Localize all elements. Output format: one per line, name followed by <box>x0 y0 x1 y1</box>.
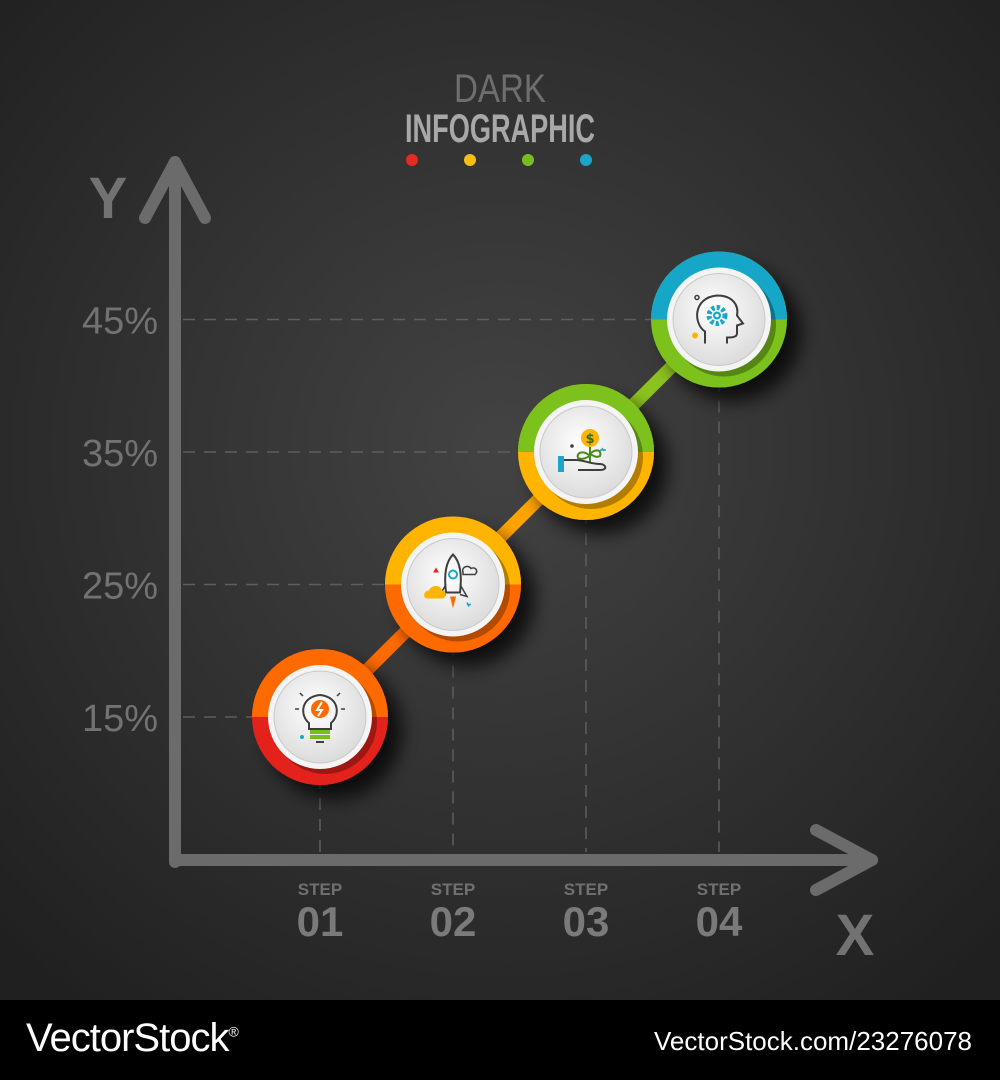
data-point-marker <box>651 251 787 388</box>
palette-dot <box>522 154 534 166</box>
footer-image-id: VectorStock.com/23276078 <box>654 1026 972 1056</box>
gridlines <box>183 318 720 852</box>
palette-dot <box>406 154 418 166</box>
footer-brand-text: VectorStock <box>26 1016 229 1060</box>
y-tick-label: 45% <box>82 301 158 343</box>
x-tick-step: STEP <box>431 880 475 899</box>
title-line-1: DARK <box>454 67 546 111</box>
chart: DARK INFOGRAPHIC Y X 15%25%35%45% STEP01… <box>0 0 1000 1000</box>
marker-face <box>406 538 500 631</box>
data-point-marker: $ <box>518 384 654 520</box>
x-tick-number: 01 <box>297 898 344 945</box>
palette-dots <box>406 154 592 166</box>
marker-face <box>539 405 633 499</box>
money-plant-icon: $ <box>558 429 607 472</box>
marker-face <box>672 273 766 366</box>
x-tick-number: 04 <box>696 898 743 945</box>
data-point-marker <box>385 516 521 653</box>
y-axis-label: Y <box>89 166 128 231</box>
footer-brand-mark: ® <box>228 1023 238 1040</box>
x-tick-step: STEP <box>697 880 741 899</box>
lightbulb-icon <box>295 692 345 743</box>
rocket-icon <box>424 553 478 609</box>
head-gear-icon <box>692 294 745 344</box>
palette-dot <box>464 154 476 166</box>
title-line-2: INFOGRAPHIC <box>405 107 595 151</box>
x-tick-step: STEP <box>564 880 608 899</box>
data-point-marker <box>252 649 388 785</box>
footer-brand: VectorStock® <box>26 1016 239 1061</box>
y-tick-label: 15% <box>82 698 158 740</box>
svg-text:$: $ <box>585 432 594 447</box>
footer-bar: VectorStock® VectorStock.com/23276078 <box>0 1000 1000 1080</box>
x-tick-number: 03 <box>563 898 610 945</box>
x-tick-step: STEP <box>298 880 342 899</box>
palette-dot <box>580 154 592 166</box>
y-tick-label: 25% <box>82 566 158 608</box>
y-tick-labels: 15% 25% 35% 45% <box>82 301 158 741</box>
x-tick-number: 02 <box>430 898 477 945</box>
y-axis-arrow <box>139 156 211 224</box>
x-axis-arrow <box>810 824 878 896</box>
axes <box>139 156 878 896</box>
markers: $ <box>252 251 787 785</box>
y-tick-label: 35% <box>82 433 158 475</box>
x-axis-label: X <box>836 903 875 968</box>
